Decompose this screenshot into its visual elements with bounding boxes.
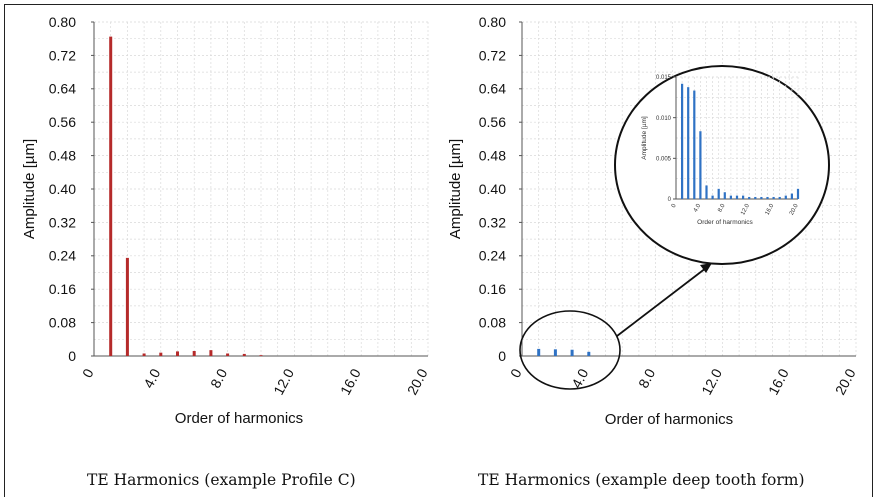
y-tick-label: 0.08 — [49, 315, 76, 331]
bar — [142, 353, 146, 356]
inset-circle — [614, 65, 830, 265]
bar — [796, 188, 800, 199]
x-tick-label: 16.0 — [337, 366, 364, 398]
y-tick-label: 0 — [498, 348, 506, 364]
bar — [587, 351, 591, 356]
bar — [735, 195, 739, 199]
y-tick-label: 0.005 — [656, 156, 672, 162]
y-tick-label: 0.72 — [479, 47, 506, 63]
bar — [711, 195, 714, 199]
bar — [760, 196, 763, 199]
y-tick-label: 0.08 — [479, 315, 506, 331]
x-tick-label: 0 — [79, 366, 97, 381]
x-tick-label: 20.0 — [832, 366, 859, 398]
bar — [537, 348, 541, 356]
y-tick-label: 0.32 — [479, 214, 506, 230]
y-tick-label: 0 — [668, 197, 672, 203]
y-tick-label: 0.80 — [479, 14, 506, 30]
inset-chart: 0 0.005 0.010 0.015 0 4.0 8.0 12.0 16.0 20.0 Order… — [614, 65, 830, 265]
bar — [109, 36, 113, 357]
y-tick-label: 0.40 — [49, 181, 76, 197]
y-tick-label: 0.48 — [479, 148, 506, 164]
bar — [748, 196, 751, 199]
y-tick-label: 0.56 — [49, 114, 76, 130]
y-tick-label: 0.40 — [479, 181, 506, 197]
x-tick-label: 8.0 — [717, 203, 727, 214]
x-tick-label: 12.0 — [698, 366, 725, 398]
bar — [125, 257, 129, 356]
y-tick-label: 0.16 — [479, 281, 506, 297]
x-tick-label: 4.0 — [693, 203, 703, 214]
x-tick-label: 8.0 — [207, 366, 230, 391]
bar — [226, 353, 230, 356]
y-tick-label: 0.32 — [49, 214, 76, 230]
bar — [772, 196, 775, 199]
bar — [570, 349, 574, 356]
y-tick-label: 0.010 — [656, 116, 672, 122]
x-tick-label: 20.0 — [404, 366, 431, 398]
callout-arrow — [616, 267, 707, 337]
y-axis-label: Amplitude [µm] — [447, 139, 464, 239]
y-tick-label: 0.015 — [656, 75, 672, 81]
x-axis-label: Order of harmonics — [697, 219, 753, 226]
bar — [693, 90, 696, 199]
bar — [778, 196, 781, 199]
right-caption: TE Harmonics (example deep tooth form) — [478, 471, 805, 489]
bar — [705, 185, 708, 199]
bar — [790, 193, 793, 199]
y-tick-label: 0.64 — [49, 81, 76, 97]
bar — [723, 192, 726, 199]
bar — [192, 350, 196, 356]
bar — [717, 188, 720, 199]
x-tick-label: 16.0 — [765, 203, 776, 217]
y-axis-label: Amplitude [µm] — [21, 139, 38, 239]
x-tick-label: 0 — [671, 203, 678, 209]
x-tick-label: 0 — [507, 366, 525, 381]
bar — [754, 196, 757, 199]
callout-arrowhead — [700, 263, 712, 273]
x-tick-label: 12.0 — [270, 366, 297, 398]
y-tick-label: 0 — [68, 348, 76, 364]
x-axis-label: Order of harmonics — [175, 410, 303, 427]
y-tick-label: 0.72 — [49, 47, 76, 63]
highlight-ellipse — [519, 310, 621, 390]
left-caption: TE Harmonics (example Profile C) — [87, 471, 356, 489]
bar — [687, 87, 690, 199]
bar — [742, 195, 745, 199]
bar — [176, 351, 179, 356]
y-tick-label: 0.24 — [49, 248, 76, 264]
left-chart: 0 0.08 0.16 0.24 0.32 0.40 0.48 0.56 0.64 0.72 0.8… — [21, 14, 431, 427]
x-tick-label: 12.0 — [740, 203, 751, 217]
bar — [553, 349, 557, 356]
x-tick-label: 4.0 — [140, 366, 163, 391]
bar — [729, 195, 732, 199]
y-tick-label: 0.16 — [49, 281, 76, 297]
y-axis-label: Amplitude [µm] — [641, 116, 648, 160]
bar — [699, 131, 702, 199]
y-tick-label: 0.24 — [479, 248, 506, 264]
right-chart: 0 0.08 0.16 0.24 0.32 0.40 0.48 0.56 0.64 0.72 0.8… — [447, 14, 859, 428]
x-axis-label: Order of harmonics — [605, 411, 733, 428]
x-tick-label: 20.0 — [789, 203, 800, 217]
bar — [159, 352, 163, 356]
bar — [259, 355, 263, 356]
y-tick-label: 0.56 — [479, 114, 506, 130]
bar — [242, 353, 246, 356]
y-tick-label: 0.48 — [49, 148, 76, 164]
x-tick-label: 16.0 — [765, 366, 792, 398]
x-tick-label: 8.0 — [635, 366, 658, 391]
bar — [766, 196, 769, 199]
bar — [784, 195, 787, 199]
bar — [681, 83, 684, 199]
bar — [209, 350, 213, 356]
figure-frame — [4, 4, 873, 497]
y-tick-label: 0.80 — [49, 14, 76, 30]
y-tick-label: 0.64 — [479, 81, 506, 97]
